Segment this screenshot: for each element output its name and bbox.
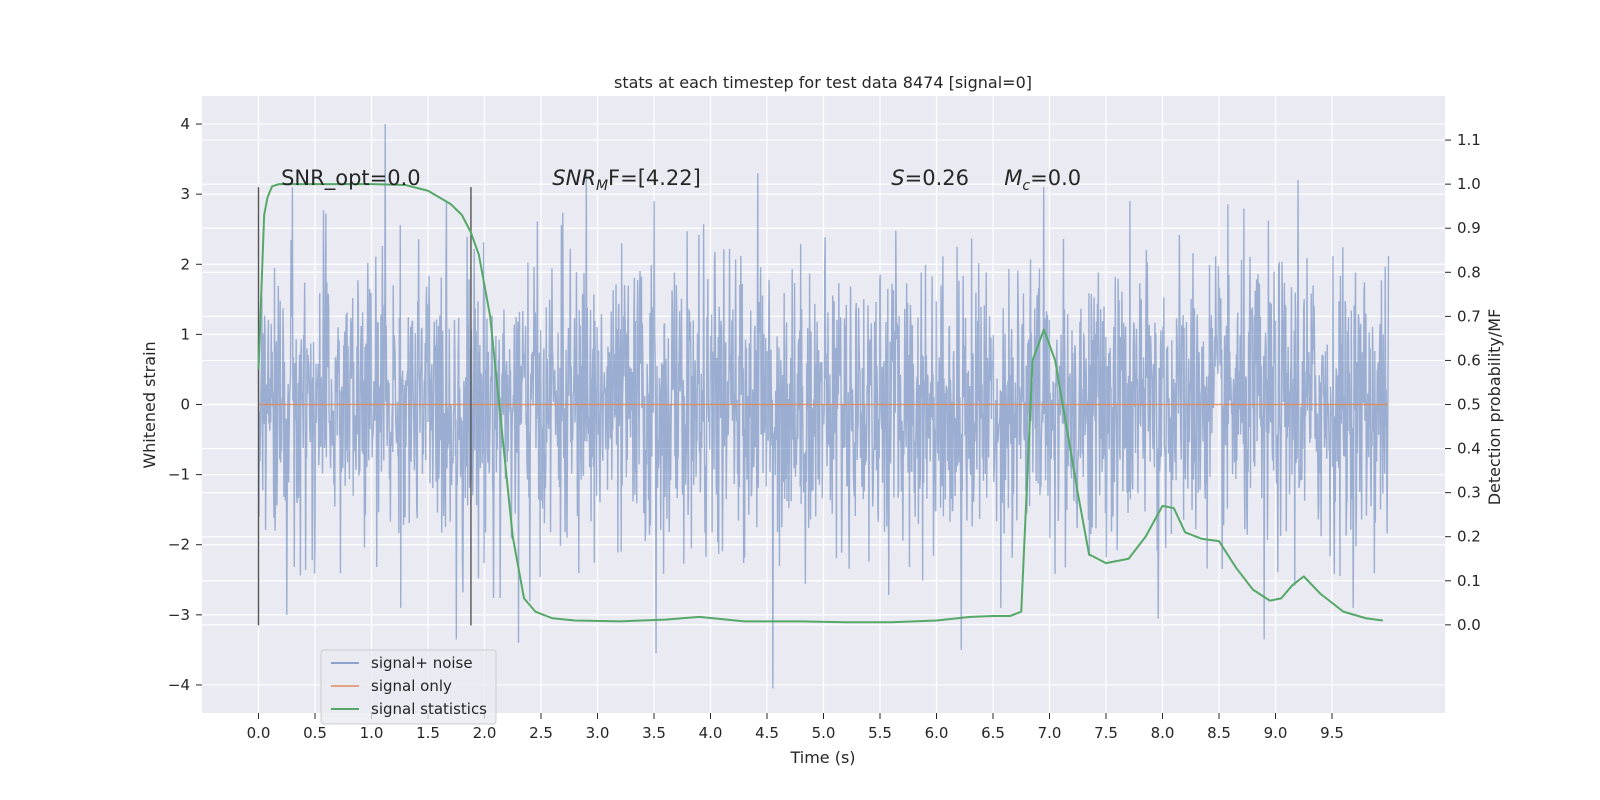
x-tick-label: 6.0: [925, 724, 949, 742]
y2-tick-label: 0.7: [1457, 307, 1481, 325]
y2-tick-label: 0.1: [1457, 572, 1481, 590]
y2-tick-label: 0.5: [1457, 396, 1481, 414]
y-tick-label: −3: [168, 606, 190, 624]
x-tick-label: 5.5: [868, 724, 892, 742]
y2-tick-label: 0.8: [1457, 263, 1481, 281]
y2-tick-label: 0.4: [1457, 440, 1481, 458]
legend: signal+ noise signal only signal statist…: [320, 649, 497, 725]
y-axis-left: 4 3 2 1 0 −1 −2 −3 −4: [168, 115, 202, 694]
x-tick-label: 8.0: [1151, 724, 1175, 742]
x-tick-label: 5.0: [812, 724, 836, 742]
x-tick-label: 2.0: [473, 724, 497, 742]
y2-tick-label: 1.0: [1457, 175, 1481, 193]
x-tick-label: 4.0: [699, 724, 723, 742]
y-tick-label: −4: [168, 676, 190, 694]
x-tick-label: 0.5: [303, 724, 327, 742]
annotation: SNR_opt=0.0: [281, 166, 421, 191]
x-axis: 0.0 0.5 1.0 1.5 2.0 2.5 3.0 3.5 4.0 4.5 5.0 5.5 6.0 6…: [247, 713, 1344, 742]
annotation: Mc=0.0: [1004, 166, 1081, 194]
legend-label-noise: signal+ noise: [371, 654, 473, 672]
x-axis-label: Time (s): [789, 748, 855, 767]
x-tick-label: 1.5: [416, 724, 440, 742]
noise-series: [257, 124, 1390, 689]
x-tick-label: 7.0: [1038, 724, 1062, 742]
legend-box: [320, 649, 497, 725]
legend-label-signal: signal only: [371, 677, 452, 695]
x-tick-label: 6.5: [981, 724, 1005, 742]
y-tick-label: −1: [168, 466, 190, 484]
series-signal-statistics: [257, 183, 1383, 624]
x-tick-label: 8.5: [1207, 724, 1231, 742]
x-tick-label: 4.5: [755, 724, 779, 742]
y2-tick-label: 0.0: [1457, 616, 1481, 634]
y-tick-label: 4: [180, 115, 190, 133]
y-tick-label: 3: [180, 185, 190, 203]
x-tick-label: 7.5: [1094, 724, 1118, 742]
line-series: [257, 183, 1389, 626]
y-tick-label: 2: [180, 255, 190, 273]
x-tick-label: 1.0: [360, 724, 384, 742]
y-tick-label: −2: [168, 536, 190, 554]
x-tick-label: 3.5: [642, 724, 666, 742]
y-axis-right: 1.1 1.0 0.9 0.8 0.7 0.6 0.5 0.4 0.3 0.2 0.1 0.0: [1445, 131, 1481, 634]
chart-title: stats at each timestep for test data 847…: [614, 73, 1032, 92]
y2-tick-label: 0.2: [1457, 528, 1481, 546]
legend-label-stats: signal statistics: [371, 700, 487, 718]
y2-tick-label: 0.6: [1457, 351, 1481, 369]
x-tick-label: 3.0: [586, 724, 610, 742]
x-tick-label: 9.0: [1264, 724, 1288, 742]
y2-tick-label: 0.9: [1457, 219, 1481, 237]
y2-tick-label: 0.3: [1457, 484, 1481, 502]
annotations: SNR_opt=0.0 SNRMF=[4.22] S=0.26 Mc=0.0: [281, 166, 1081, 194]
annotation: SNRMF=[4.22]: [552, 166, 701, 194]
y-tick-label: 1: [180, 325, 190, 343]
y2-axis-label: Detection probability/MF: [1485, 309, 1504, 506]
y-tick-label: 0: [180, 396, 190, 414]
x-tick-label: 0.0: [247, 724, 271, 742]
annotation: S=0.26: [891, 166, 969, 190]
y-axis-label: Whitened strain: [140, 341, 159, 468]
x-tick-label: 2.5: [529, 724, 553, 742]
x-tick-label: 9.5: [1320, 724, 1344, 742]
series-signal-noise: [257, 124, 1390, 689]
y2-tick-label: 1.1: [1457, 131, 1481, 149]
